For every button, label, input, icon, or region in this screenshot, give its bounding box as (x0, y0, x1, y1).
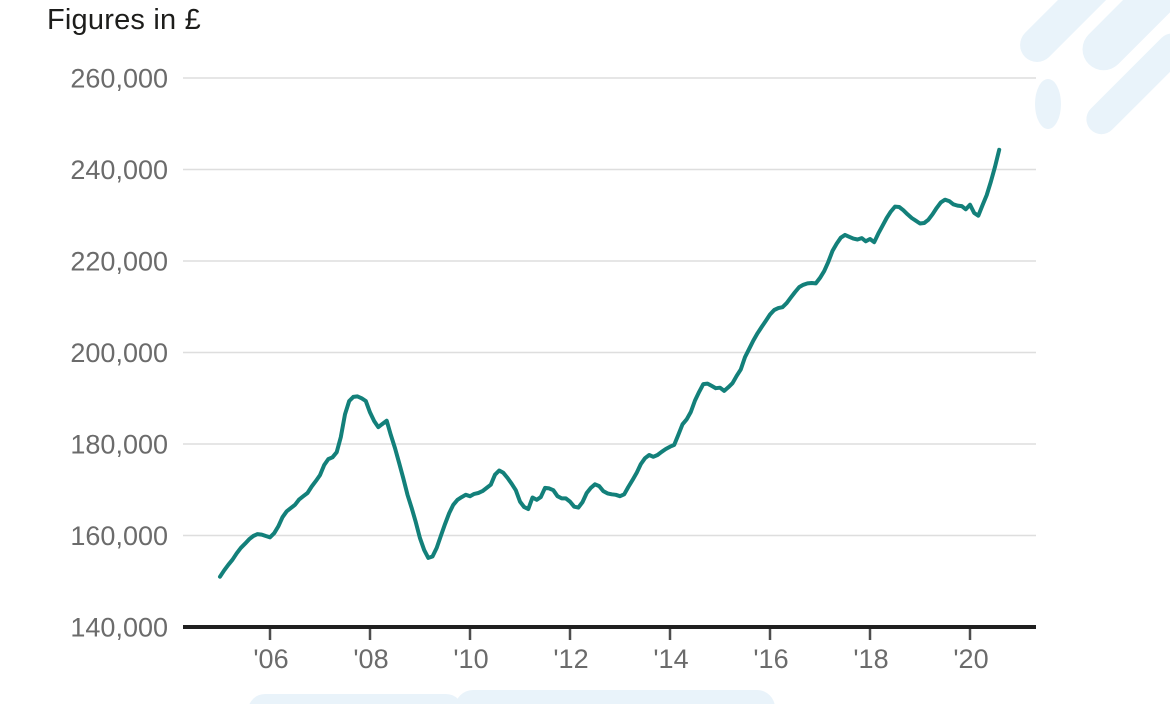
y-axis-label: 200,000 (70, 338, 168, 368)
x-axis-label: '20 (953, 644, 988, 674)
chart-title: Figures in £ (47, 4, 201, 36)
y-axis-labels: 260,000 240,000 220,000 200,000 180,000 160,0… (70, 64, 168, 643)
watermark (249, 0, 1170, 704)
watermark-band (1020, 0, 1170, 62)
watermark-band (1086, 33, 1170, 135)
x-axis (183, 625, 1036, 640)
watermark-band (1082, 0, 1170, 71)
watermark-band-bottom (249, 694, 462, 704)
gridlines (183, 77, 1036, 537)
x-axis-label: '16 (753, 644, 788, 674)
y-axis-label: 160,000 (70, 521, 168, 551)
y-axis-label: 260,000 (70, 64, 168, 94)
x-axis-label: '08 (353, 644, 388, 674)
price-line-series (218, 147, 1002, 579)
x-axis-label: '18 (853, 644, 888, 674)
y-axis-label: 240,000 (70, 155, 168, 185)
x-axis-labels: '06 '08 '10 '12 '14 '16 '18 '20 (253, 644, 988, 674)
y-axis-label: 140,000 (70, 613, 168, 643)
x-axis-label: '14 (653, 644, 688, 674)
x-axis-label: '06 (253, 644, 288, 674)
y-axis-label: 220,000 (70, 247, 168, 277)
watermark-band-bottom (455, 690, 775, 704)
x-axis-label: '12 (553, 644, 588, 674)
x-axis-label: '10 (453, 644, 488, 674)
y-axis-label: 180,000 (70, 430, 168, 460)
watermark-drop (1035, 79, 1061, 129)
watermark-diagonal-bands (1020, 0, 1170, 135)
